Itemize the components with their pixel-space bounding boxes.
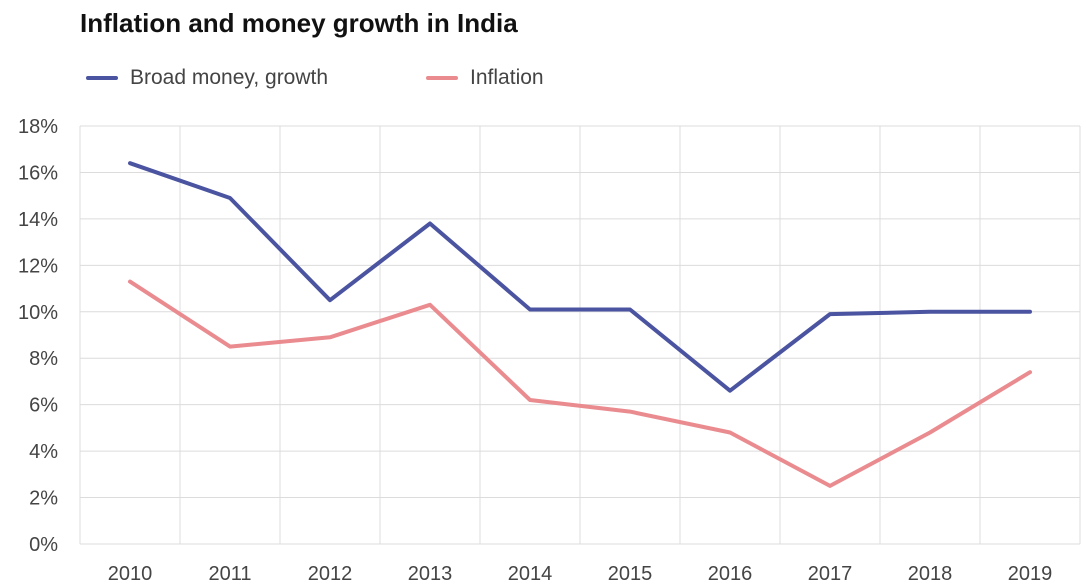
- y-tick-label: 8%: [29, 348, 58, 370]
- x-tick-label: 2012: [308, 563, 353, 585]
- x-tick-label: 2010: [108, 563, 153, 585]
- y-tick-label: 4%: [29, 441, 58, 463]
- y-tick-labels: 0% 2% 4% 6% 8% 10% 12% 14% 16% 18%: [18, 116, 58, 556]
- y-tick-label: 12%: [18, 255, 58, 277]
- series-lines: [128, 161, 1032, 488]
- y-tick-label: 14%: [18, 209, 58, 231]
- series-line-inflation: [128, 279, 1032, 488]
- x-tick-label: 2017: [808, 563, 853, 585]
- x-tick-labels: 2010 2011 2012 2013 2014 2015 2016 2017 2018 2019: [108, 563, 1053, 585]
- grid-lines: [79, 125, 1081, 545]
- legend-item-inflation: Inflation: [426, 66, 544, 90]
- x-tick-label: 2013: [408, 563, 453, 585]
- x-tick-label: 2019: [1008, 563, 1053, 585]
- legend-swatch-inflation: [426, 76, 459, 80]
- y-tick-label: 18%: [18, 116, 58, 138]
- legend-item-broad-money: Broad money, growth: [86, 66, 328, 90]
- y-tick-label: 10%: [18, 302, 58, 324]
- x-tick-label: 2015: [608, 563, 653, 585]
- legend: Broad money, growth Inflation: [86, 66, 544, 90]
- legend-label-inflation: Inflation: [470, 66, 544, 89]
- legend-label-broad-money: Broad money, growth: [130, 66, 329, 89]
- y-tick-label: 16%: [18, 162, 58, 184]
- chart-title: Inflation and money growth in India: [80, 8, 518, 38]
- legend-swatch-broad-money: [86, 76, 118, 80]
- y-tick-label: 6%: [29, 395, 58, 417]
- y-tick-label: 2%: [29, 488, 58, 510]
- y-tick-label: 0%: [29, 534, 58, 556]
- x-tick-label: 2016: [708, 563, 753, 585]
- series-line-broad-money: [128, 161, 1032, 393]
- x-tick-label: 2014: [508, 563, 553, 585]
- x-tick-label: 2018: [908, 563, 953, 585]
- x-tick-label: 2011: [208, 563, 251, 585]
